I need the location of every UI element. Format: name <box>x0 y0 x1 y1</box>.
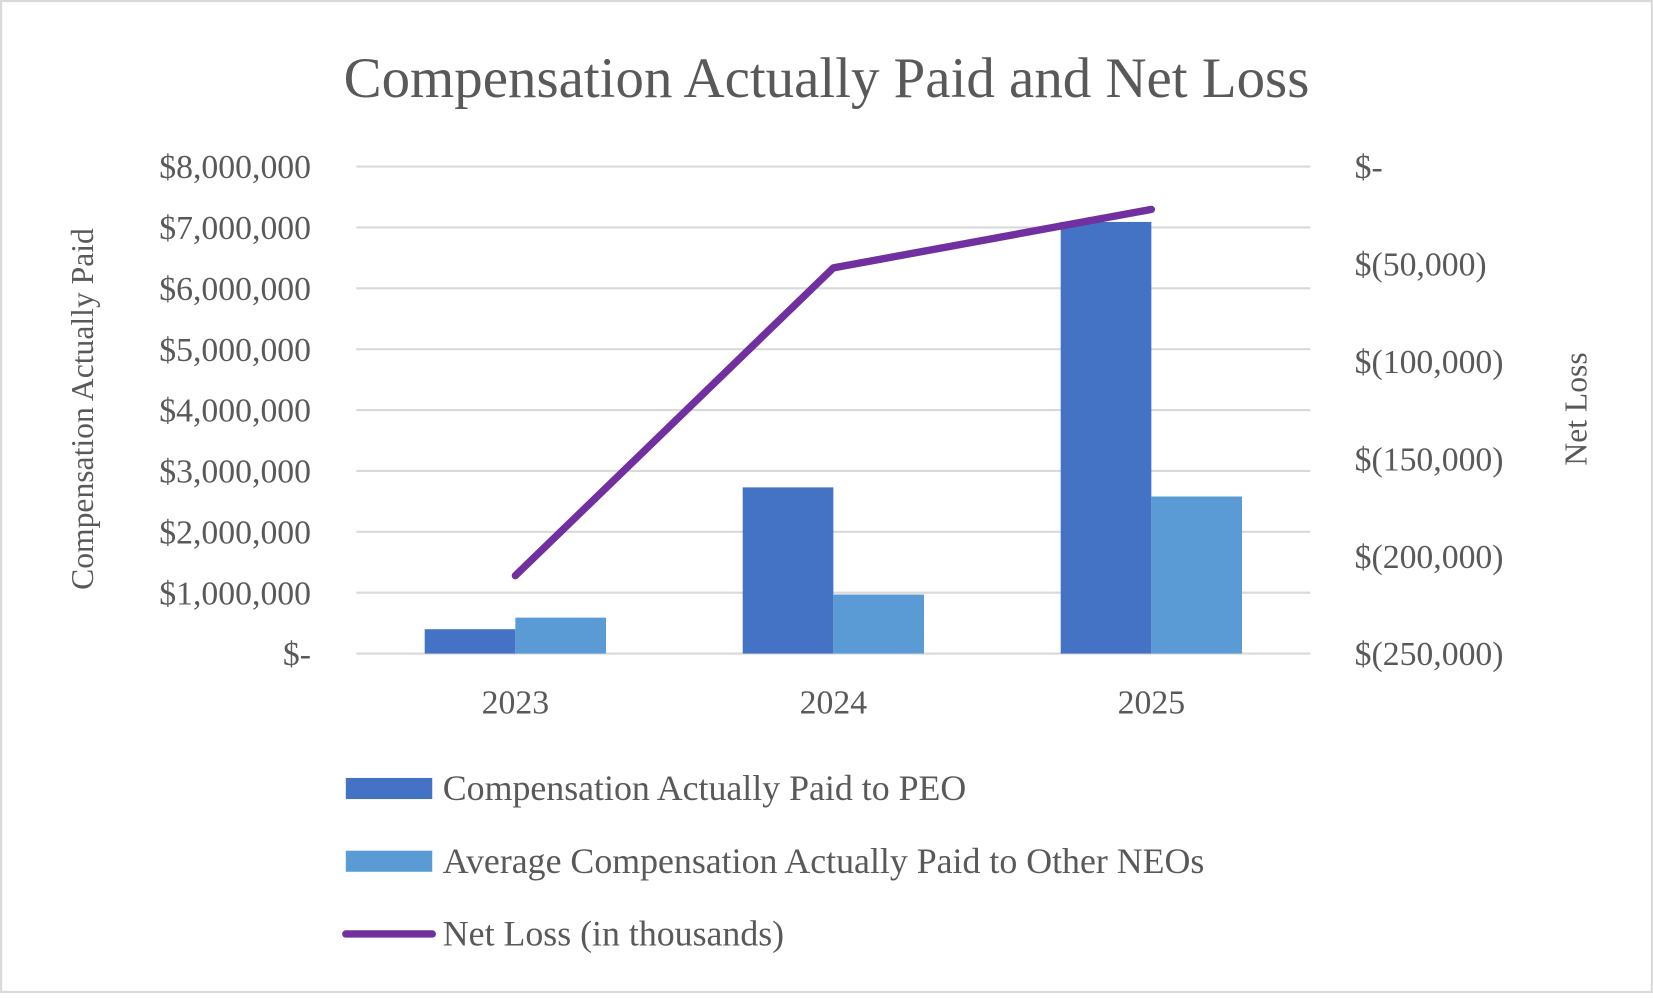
bar-peo-2024 <box>743 487 834 653</box>
y-tick-label: $2,000,000 <box>159 514 311 551</box>
y-tick-label: $1,000,000 <box>159 575 311 612</box>
y-tick-label: $5,000,000 <box>159 332 311 369</box>
legend-label: Net Loss (in thousands) <box>443 914 784 954</box>
y-tick-label: $4,000,000 <box>159 393 311 430</box>
y2-tick-label: $(250,000) <box>1355 636 1504 673</box>
y-axis-label: Compensation Actually Paid <box>65 228 100 590</box>
y-tick-label: $- <box>283 636 311 673</box>
bar-other-neos-2023 <box>515 618 606 654</box>
bar-other-neos-2024 <box>833 595 924 654</box>
y2-tick-label: $(200,000) <box>1355 539 1504 576</box>
bar-peo-2023 <box>425 629 516 653</box>
bar-peo-2025 <box>1061 222 1152 654</box>
legend-label: Compensation Actually Paid to PEO <box>443 768 966 808</box>
y2-tick-label: $(50,000) <box>1355 247 1487 284</box>
y-tick-label: $6,000,000 <box>159 271 311 308</box>
y2-tick-label: $(100,000) <box>1355 344 1504 381</box>
legend-swatch <box>346 851 432 872</box>
legend-label: Average Compensation Actually Paid to Ot… <box>443 841 1205 881</box>
y2-tick-label: $- <box>1355 149 1383 186</box>
y-tick-label: $8,000,000 <box>159 149 311 186</box>
x-tick-label: 2024 <box>800 685 868 722</box>
chart-title: Compensation Actually Paid and Net Loss <box>344 47 1310 110</box>
legend-swatch <box>346 778 432 799</box>
y2-tick-label: $(150,000) <box>1355 441 1504 478</box>
x-tick-label: 2023 <box>482 685 549 722</box>
y-tick-label: $7,000,000 <box>159 210 311 247</box>
x-tick-label: 2025 <box>1118 685 1185 722</box>
bar-other-neos-2025 <box>1151 497 1242 654</box>
y-tick-label: $3,000,000 <box>159 454 311 491</box>
y2-axis-label: Net Loss <box>1559 352 1594 465</box>
